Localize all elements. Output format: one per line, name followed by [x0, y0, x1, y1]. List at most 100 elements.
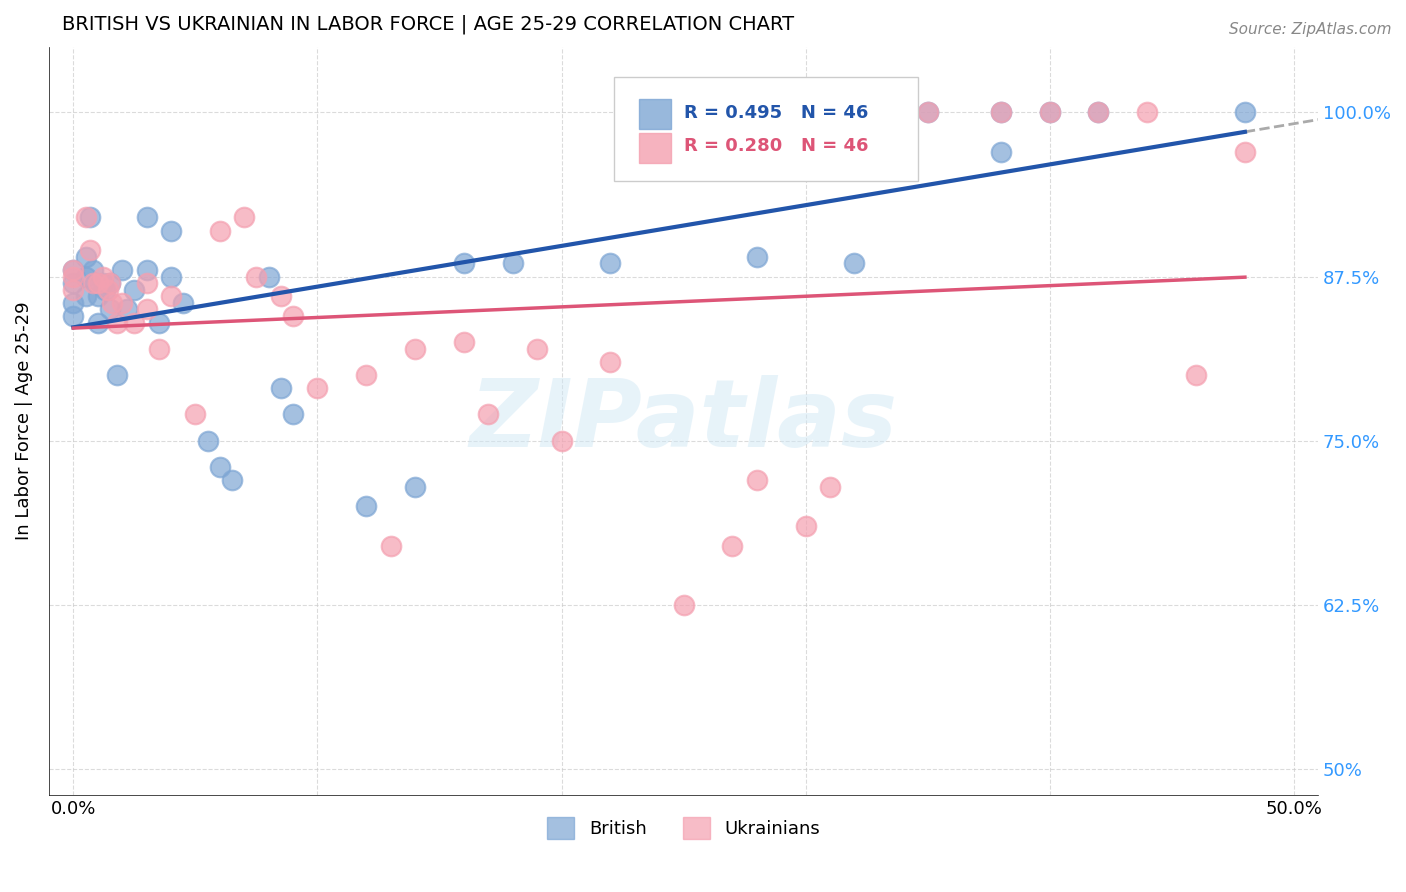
Point — [84, 276, 107, 290]
Point — [208, 223, 231, 237]
Point — [82, 263, 104, 277]
Y-axis label: In Labor Force | Age 25-29: In Labor Force | Age 25-29 — [15, 301, 32, 541]
Point — [281, 408, 304, 422]
Bar — [640, 133, 671, 162]
Point — [745, 250, 768, 264]
Point — [1087, 105, 1109, 120]
Point — [98, 276, 121, 290]
Point — [257, 269, 280, 284]
Point — [868, 105, 890, 120]
Point — [101, 295, 124, 310]
Text: ZIPatlas: ZIPatlas — [470, 375, 897, 467]
Point — [160, 269, 183, 284]
Point — [135, 302, 157, 317]
Point — [105, 368, 128, 382]
Point — [115, 302, 138, 317]
Point — [550, 434, 572, 448]
Point — [745, 473, 768, 487]
Point — [75, 211, 97, 225]
Point — [197, 434, 219, 448]
Point — [404, 342, 426, 356]
Point — [82, 276, 104, 290]
Point — [124, 283, 146, 297]
Point — [96, 283, 118, 297]
Text: Source: ZipAtlas.com: Source: ZipAtlas.com — [1229, 22, 1392, 37]
Point — [75, 250, 97, 264]
Point — [148, 342, 170, 356]
Point — [94, 283, 117, 297]
Point — [477, 408, 499, 422]
Text: R = 0.280   N = 46: R = 0.280 N = 46 — [683, 137, 868, 155]
Point — [1233, 145, 1256, 159]
Point — [160, 223, 183, 237]
Point — [62, 269, 84, 284]
Point — [917, 105, 939, 120]
Point — [818, 480, 841, 494]
Point — [98, 276, 121, 290]
Point — [844, 256, 866, 270]
Point — [502, 256, 524, 270]
Point — [1087, 105, 1109, 120]
Point — [990, 145, 1012, 159]
Point — [111, 263, 134, 277]
Point — [526, 342, 548, 356]
Point — [721, 539, 744, 553]
Point — [111, 295, 134, 310]
Point — [404, 480, 426, 494]
FancyBboxPatch shape — [614, 77, 918, 181]
Point — [87, 276, 110, 290]
Point — [75, 289, 97, 303]
Point — [1039, 105, 1062, 120]
Point — [75, 269, 97, 284]
Point — [184, 408, 207, 422]
Point — [307, 381, 329, 395]
Bar — [640, 99, 671, 129]
Point — [990, 105, 1012, 120]
Point — [453, 335, 475, 350]
Point — [245, 269, 267, 284]
Point — [672, 598, 695, 612]
Point — [270, 381, 292, 395]
Point — [270, 289, 292, 303]
Point — [62, 276, 84, 290]
Point — [917, 105, 939, 120]
Point — [281, 309, 304, 323]
Text: BRITISH VS UKRAINIAN IN LABOR FORCE | AGE 25-29 CORRELATION CHART: BRITISH VS UKRAINIAN IN LABOR FORCE | AG… — [62, 15, 794, 35]
Point — [233, 211, 256, 225]
Point — [1233, 105, 1256, 120]
Point — [98, 302, 121, 317]
Text: R = 0.495   N = 46: R = 0.495 N = 46 — [683, 103, 868, 121]
Legend: British, Ukrainians: British, Ukrainians — [540, 810, 827, 847]
Point — [62, 263, 84, 277]
Point — [356, 500, 378, 514]
Point — [62, 295, 84, 310]
Point — [62, 283, 84, 297]
Point — [1136, 105, 1159, 120]
Point — [124, 316, 146, 330]
Point — [148, 316, 170, 330]
Point — [135, 263, 157, 277]
Point — [172, 295, 194, 310]
Point — [91, 269, 114, 284]
Point — [160, 289, 183, 303]
Point — [1039, 105, 1062, 120]
Point — [91, 276, 114, 290]
Point — [221, 473, 243, 487]
Point — [356, 368, 378, 382]
Point — [990, 105, 1012, 120]
Point — [135, 276, 157, 290]
Point — [79, 244, 101, 258]
Point — [794, 519, 817, 533]
Point — [62, 263, 84, 277]
Point — [62, 309, 84, 323]
Point — [87, 289, 110, 303]
Point — [208, 460, 231, 475]
Point — [87, 316, 110, 330]
Point — [380, 539, 402, 553]
Point — [599, 355, 621, 369]
Point — [79, 211, 101, 225]
Point — [453, 256, 475, 270]
Point — [1185, 368, 1208, 382]
Point — [105, 316, 128, 330]
Point — [868, 105, 890, 120]
